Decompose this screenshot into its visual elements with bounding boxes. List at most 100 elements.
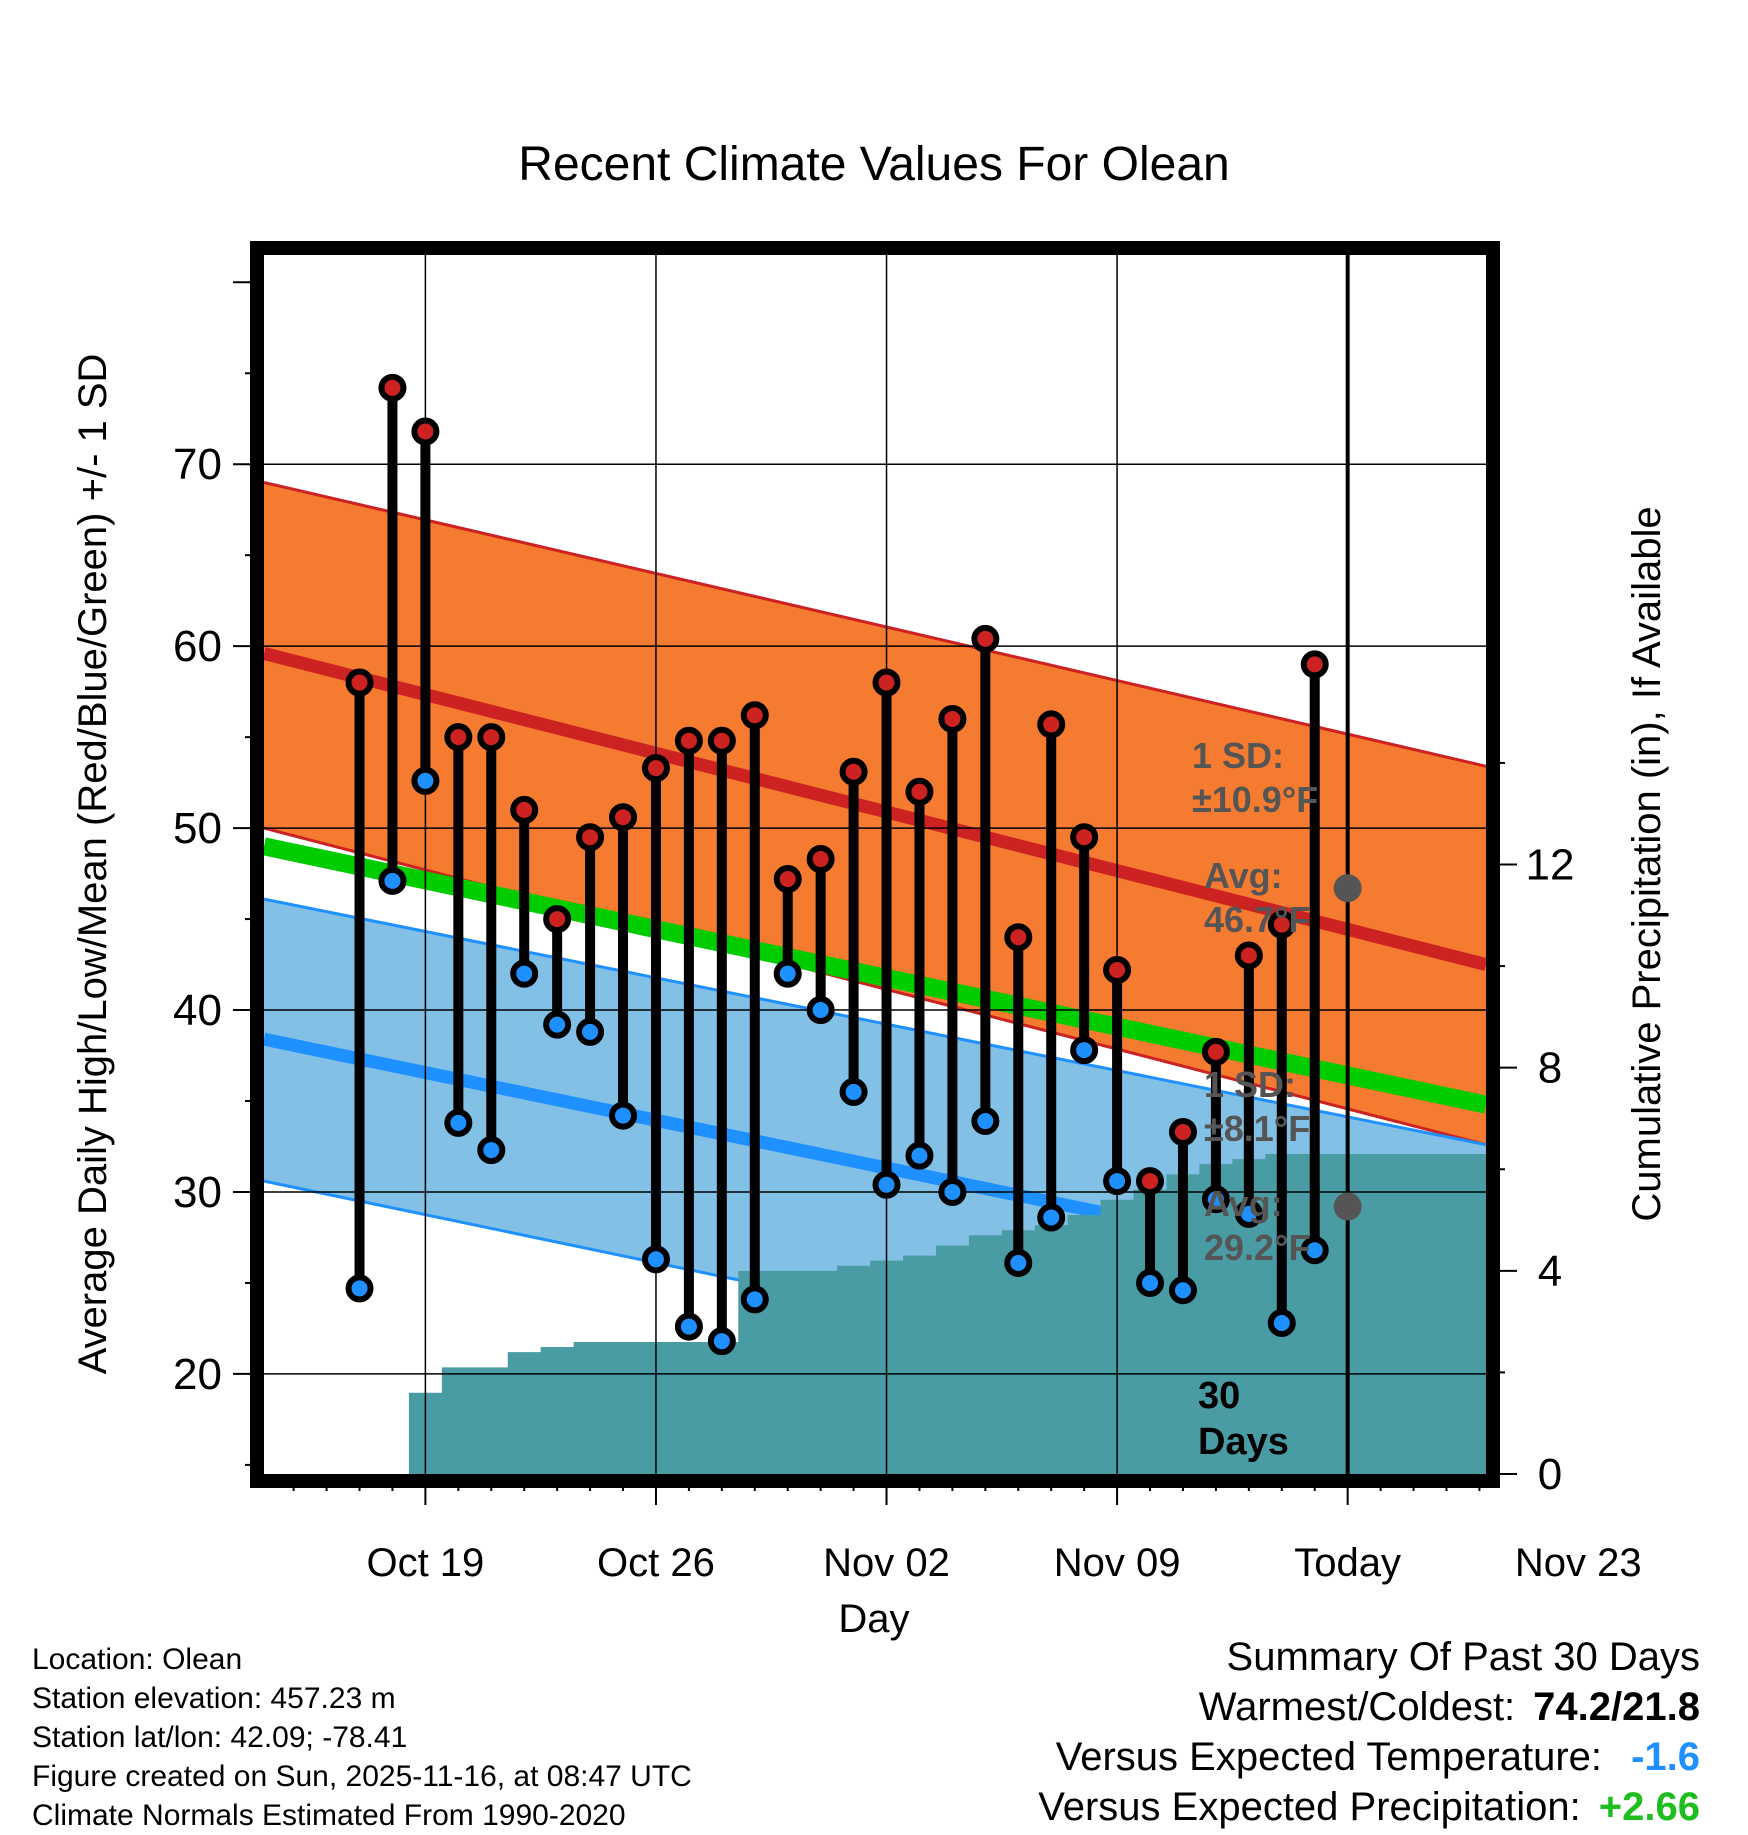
daily-low-point-3: [411, 766, 440, 795]
daily-low-point-13: [740, 1285, 769, 1314]
high-avg-dot: [1333, 874, 1362, 903]
x-axis: Oct 19 Oct 26 Nov 02 Nov 09 Today Nov 23: [292, 1481, 1642, 1585]
daily-high-point-17: [872, 668, 901, 697]
elevation-text: Station elevation: 457.23 m: [32, 1682, 396, 1715]
x-tick-label-0: Oct 19: [366, 1541, 484, 1585]
daily-high-point-13: [740, 701, 769, 730]
daily-high-point-10: [641, 754, 670, 783]
daily-low-point-2: [378, 866, 407, 895]
daily-low-point-5: [477, 1136, 506, 1165]
location-text: Location: Olean: [32, 1643, 243, 1676]
precip-departure-value: +2.66: [1598, 1785, 1700, 1829]
daily-high-point-19: [938, 704, 967, 733]
created-text: Figure created on Sun, 2025-11-16, at 08…: [32, 1760, 692, 1793]
daily-low-point-10: [641, 1245, 670, 1274]
summary-title: Summary Of Past 30 Days: [1226, 1635, 1700, 1679]
temp-departure-label: Versus Expected Temperature:: [1055, 1735, 1602, 1779]
daily-temperature-marks: [345, 373, 1329, 1356]
high-sd-value: ±10.9°F: [1192, 779, 1318, 820]
high-sd-label: 1 SD:: [1192, 735, 1284, 776]
daily-low-point-18: [905, 1141, 934, 1170]
daily-high-point-16: [839, 757, 868, 786]
daily-low-point-29: [1267, 1308, 1296, 1337]
normals-text: Climate Normals Estimated From 1990-2020: [32, 1799, 626, 1832]
low-avg-label: Avg:: [1204, 1183, 1283, 1224]
y-tick-label-40: 40: [173, 986, 222, 1035]
daily-low-point-27: [1201, 1185, 1230, 1214]
daily-high-point-21: [1004, 923, 1033, 952]
chart-title: Recent Climate Values For Olean: [518, 138, 1229, 191]
daily-high-point-11: [674, 726, 703, 755]
daily-low-point-11: [674, 1312, 703, 1341]
high-avg-value: 46.7°F: [1204, 899, 1310, 940]
daily-low-point-7: [543, 1010, 572, 1039]
temp-departure-value: -1.6: [1631, 1735, 1700, 1779]
daily-high-point-3: [411, 417, 440, 446]
daily-high-point-25: [1136, 1167, 1165, 1196]
daily-low-point-28: [1234, 1199, 1263, 1228]
y-tick-label-60: 60: [173, 622, 222, 671]
daily-low-point-25: [1136, 1268, 1165, 1297]
daily-low-point-8: [576, 1017, 605, 1046]
right-y-axis: 0 4 8 12: [1493, 761, 1575, 1499]
warm-cold-value: 74.2/21.8: [1533, 1685, 1700, 1729]
latlon-text: Station lat/lon: 42.09; -78.41: [32, 1721, 408, 1754]
daily-high-point-24: [1103, 956, 1132, 985]
high-avg-label: Avg:: [1204, 855, 1283, 896]
daily-low-point-17: [872, 1170, 901, 1199]
daily-high-point-29: [1267, 910, 1296, 939]
low-avg-dot: [1333, 1192, 1362, 1221]
y2-tick-label-12: 12: [1526, 841, 1575, 890]
y-tick-label-30: 30: [173, 1168, 222, 1217]
daily-low-point-4: [444, 1108, 473, 1137]
warm-cold-label: Warmest/Coldest:: [1198, 1685, 1516, 1729]
today-days-label: Days: [1198, 1421, 1289, 1463]
daily-high-point-5: [477, 723, 506, 752]
daily-high-point-12: [707, 726, 736, 755]
daily-high-point-18: [905, 777, 934, 806]
precip-departure-label: Versus Expected Precipitation:: [1038, 1785, 1581, 1829]
x-tick-label-1: Oct 26: [597, 1541, 715, 1585]
daily-low-point-20: [971, 1107, 1000, 1136]
daily-high-point-4: [444, 723, 473, 752]
daily-high-point-23: [1070, 823, 1099, 852]
x-tick-label-4: Today: [1294, 1541, 1401, 1585]
low-sd-value: ±8.1°F: [1204, 1108, 1310, 1149]
daily-high-point-28: [1234, 941, 1263, 970]
daily-high-point-26: [1168, 1117, 1197, 1146]
left-y-axis: 20 30 40 50 60 70: [173, 281, 257, 1466]
daily-low-point-15: [806, 996, 835, 1025]
daily-high-point-1: [345, 668, 374, 697]
y2-tick-label-0: 0: [1538, 1450, 1562, 1499]
y-tick-label-70: 70: [173, 440, 222, 489]
y2-axis-label: Cumulative Precipitation (in), If Availa…: [1625, 506, 1669, 1221]
y2-tick-label-4: 4: [1538, 1247, 1562, 1296]
daily-high-point-14: [773, 865, 802, 894]
daily-low-point-1: [345, 1274, 374, 1303]
x-tick-label-5: Nov 23: [1515, 1541, 1642, 1585]
daily-low-point-6: [510, 959, 539, 988]
low-avg-value: 29.2°F: [1204, 1227, 1310, 1268]
daily-high-point-8: [576, 823, 605, 852]
y-tick-label-20: 20: [173, 1350, 222, 1399]
daily-high-point-7: [543, 905, 572, 934]
today-days-number: 30: [1198, 1375, 1240, 1417]
daily-low-point-14: [773, 959, 802, 988]
daily-low-point-22: [1037, 1203, 1066, 1232]
daily-low-point-26: [1168, 1276, 1197, 1305]
daily-high-point-20: [971, 624, 1000, 653]
daily-high-point-30: [1300, 650, 1329, 679]
daily-low-point-12: [707, 1327, 736, 1356]
daily-high-point-6: [510, 795, 539, 824]
daily-low-point-23: [1070, 1036, 1099, 1065]
daily-low-point-24: [1103, 1167, 1132, 1196]
daily-high-point-15: [806, 845, 835, 874]
daily-high-point-22: [1037, 710, 1066, 739]
daily-high-point-27: [1201, 1037, 1230, 1066]
x-tick-label-2: Nov 02: [823, 1541, 950, 1585]
y2-tick-label-8: 8: [1538, 1044, 1562, 1093]
x-tick-label-3: Nov 09: [1054, 1541, 1181, 1585]
daily-low-point-30: [1300, 1236, 1329, 1265]
station-info: Location: Olean Station elevation: 457.2…: [32, 1640, 692, 1835]
